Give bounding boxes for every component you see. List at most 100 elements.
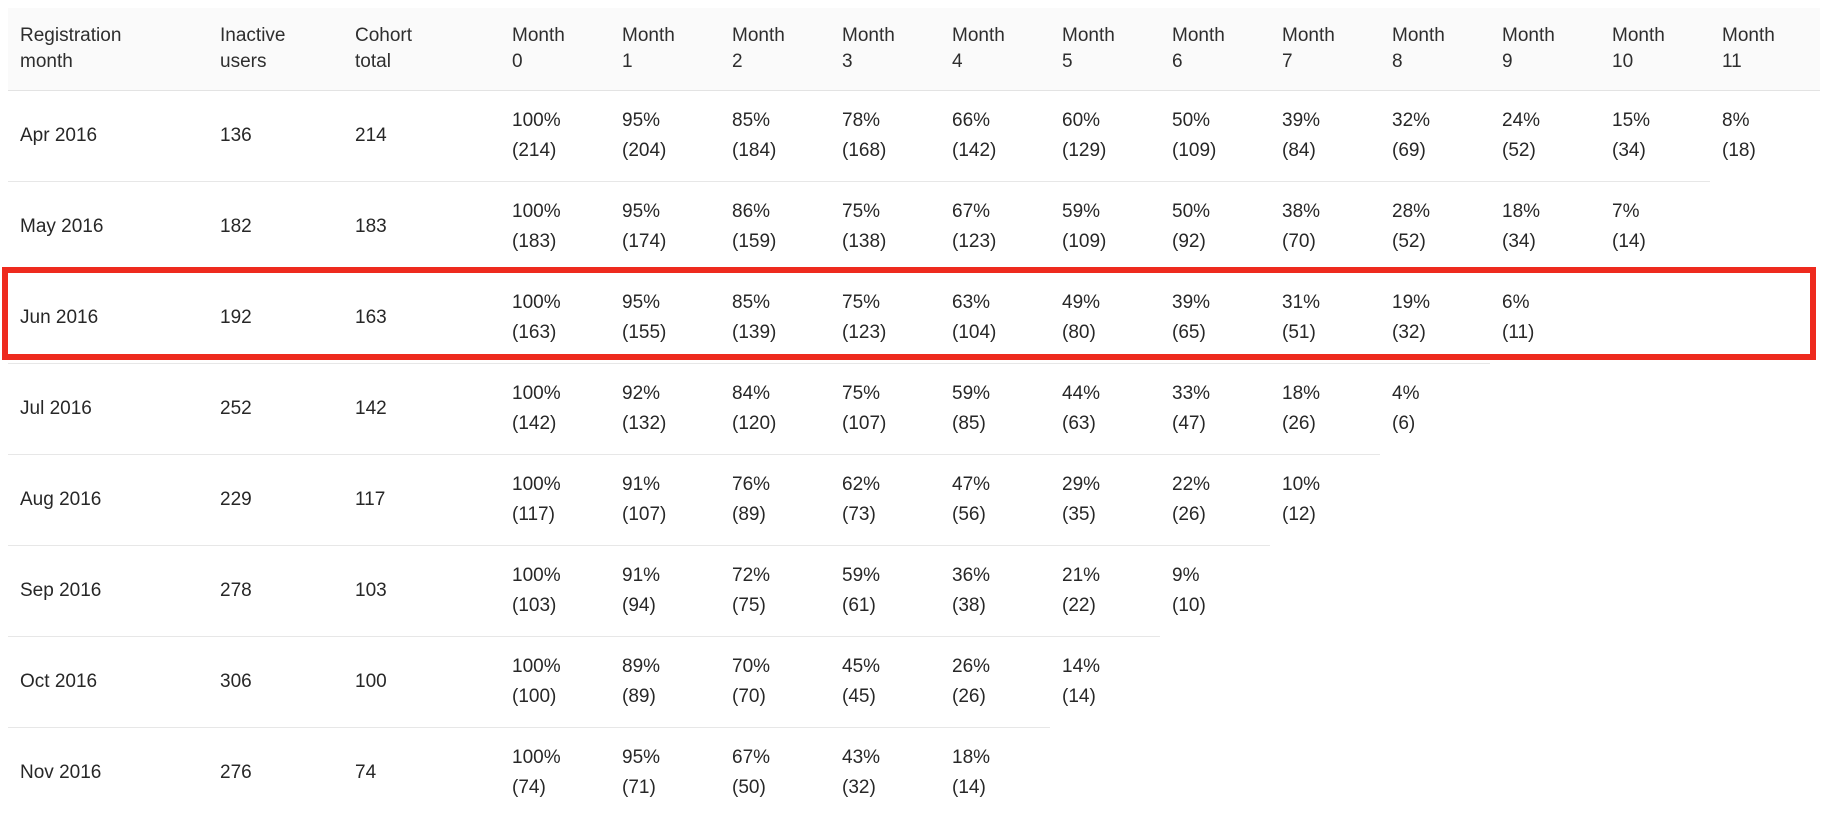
retention-count: (139) <box>732 318 822 348</box>
retention-percentage: 50% <box>1172 106 1262 136</box>
retention-cell: 6%(11) <box>1490 273 1600 364</box>
inactive-users-cell: 182 <box>208 182 343 273</box>
column-header-line: Month <box>622 23 712 49</box>
retention-percentage: 22% <box>1172 470 1262 500</box>
retention-count: (34) <box>1612 136 1702 166</box>
retention-percentage: 95% <box>622 743 712 773</box>
retention-count: (123) <box>842 318 932 348</box>
retention-percentage: 19% <box>1392 288 1482 318</box>
retention-percentage: 66% <box>952 106 1042 136</box>
retention-cell: 44%(63) <box>1050 364 1160 455</box>
registration-month-cell: Jul 2016 <box>8 364 208 455</box>
retention-cell: 18%(26) <box>1270 364 1380 455</box>
retention-count: (84) <box>1282 136 1372 166</box>
registration-month-cell: Jun 2016 <box>8 273 208 364</box>
column-header-line: Month <box>1392 23 1482 49</box>
column-header-line: Month <box>842 23 932 49</box>
retention-cell: 100%(100) <box>500 637 610 728</box>
retention-cell: 85%(139) <box>720 273 830 364</box>
retention-count: (109) <box>1062 227 1152 257</box>
retention-cell: 72%(75) <box>720 546 830 637</box>
retention-percentage: 62% <box>842 470 932 500</box>
retention-percentage: 59% <box>1062 197 1152 227</box>
retention-count: (184) <box>732 136 822 166</box>
retention-percentage: 91% <box>622 470 712 500</box>
retention-cell: 43%(32) <box>830 728 940 818</box>
retention-count: (104) <box>952 318 1042 348</box>
retention-count: (75) <box>732 591 822 621</box>
column-header-line: 11 <box>1722 49 1812 75</box>
registration-month-cell: Aug 2016 <box>8 455 208 546</box>
column-header-line: month <box>20 49 200 75</box>
retention-cell: 50%(109) <box>1160 91 1270 182</box>
inactive-users-cell: 229 <box>208 455 343 546</box>
retention-count: (94) <box>622 591 712 621</box>
retention-cell: 47%(56) <box>940 455 1050 546</box>
retention-count: (89) <box>622 682 712 712</box>
column-header-line: 1 <box>622 49 712 75</box>
column-header-line: 9 <box>1502 49 1592 75</box>
retention-cell: 67%(123) <box>940 182 1050 273</box>
retention-cell: 84%(120) <box>720 364 830 455</box>
cohort-total-cell: 142 <box>343 364 500 455</box>
retention-count: (132) <box>622 409 712 439</box>
retention-cell: 7%(14) <box>1600 182 1710 273</box>
retention-percentage: 100% <box>512 379 602 409</box>
retention-cell: 100%(183) <box>500 182 610 273</box>
retention-percentage: 4% <box>1392 379 1482 409</box>
retention-cell: 50%(92) <box>1160 182 1270 273</box>
retention-percentage: 50% <box>1172 197 1262 227</box>
retention-count: (92) <box>1172 227 1262 257</box>
retention-count: (142) <box>952 136 1042 166</box>
retention-count: (47) <box>1172 409 1262 439</box>
retention-cell: 60%(129) <box>1050 91 1160 182</box>
retention-percentage: 100% <box>512 652 602 682</box>
column-header-line: Month <box>1062 23 1152 49</box>
retention-count: (183) <box>512 227 602 257</box>
retention-cell: 95%(155) <box>610 273 720 364</box>
retention-percentage: 70% <box>732 652 822 682</box>
retention-cell: 95%(174) <box>610 182 720 273</box>
retention-percentage: 29% <box>1062 470 1152 500</box>
retention-cell: 38%(70) <box>1270 182 1380 273</box>
retention-count: (52) <box>1502 136 1592 166</box>
retention-cell: 36%(38) <box>940 546 1050 637</box>
column-header-line: Month <box>952 23 1042 49</box>
retention-count: (74) <box>512 773 602 803</box>
retention-cell: 100%(74) <box>500 728 610 818</box>
column-header-line: total <box>355 49 492 75</box>
retention-percentage: 63% <box>952 288 1042 318</box>
retention-cell: 4%(6) <box>1380 364 1490 455</box>
retention-cell: 100%(214) <box>500 91 610 182</box>
cohort-total-cell: 214 <box>343 91 500 182</box>
retention-percentage: 100% <box>512 288 602 318</box>
retention-percentage: 18% <box>1282 379 1372 409</box>
retention-cell: 86%(159) <box>720 182 830 273</box>
retention-cell: 76%(89) <box>720 455 830 546</box>
retention-count: (107) <box>842 409 932 439</box>
retention-cell: 100%(103) <box>500 546 610 637</box>
retention-count: (26) <box>1282 409 1372 439</box>
retention-percentage: 21% <box>1062 561 1152 591</box>
retention-percentage: 86% <box>732 197 822 227</box>
retention-cell: 18%(14) <box>940 728 1050 818</box>
inactive-users-cell: 306 <box>208 637 343 728</box>
retention-count: (12) <box>1282 500 1372 530</box>
retention-count: (14) <box>1612 227 1702 257</box>
retention-cell: 67%(50) <box>720 728 830 818</box>
retention-cell: 59%(109) <box>1050 182 1160 273</box>
retention-count: (168) <box>842 136 932 166</box>
retention-percentage: 26% <box>952 652 1042 682</box>
retention-percentage: 75% <box>842 288 932 318</box>
column-header-line: 6 <box>1172 49 1262 75</box>
column-header-line: 4 <box>952 49 1042 75</box>
retention-count: (138) <box>842 227 932 257</box>
retention-count: (32) <box>842 773 932 803</box>
